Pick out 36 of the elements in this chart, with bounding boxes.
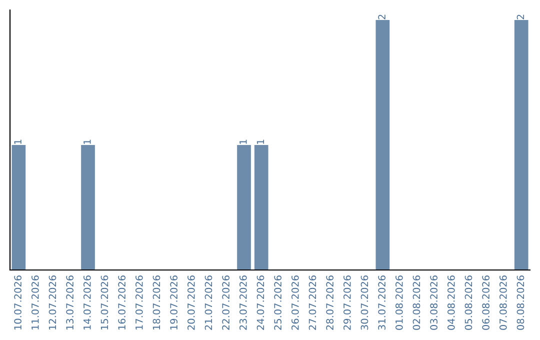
x-tick-label: 02.08.2026 xyxy=(412,275,420,330)
x-tick-label: 25.07.2026 xyxy=(274,275,282,330)
x-tick-label: 21.07.2026 xyxy=(204,275,212,330)
x-tick-label: 01.08.2026 xyxy=(395,275,403,330)
data-label: 2 xyxy=(516,14,524,20)
x-tick-label: 31.07.2026 xyxy=(378,275,386,330)
data-label: 1 xyxy=(14,140,22,144)
x-tick-label: 26.07.2026 xyxy=(291,275,299,330)
x-tick-label: 13.07.2026 xyxy=(66,275,74,330)
x-tick-label: 16.07.2026 xyxy=(118,275,126,330)
x-tick-label: 05.08.2026 xyxy=(464,275,472,330)
x-tick-label: 30.07.2026 xyxy=(360,275,368,330)
x-tick-label: 04.08.2026 xyxy=(447,275,455,330)
x-tick-label: 11.07.2026 xyxy=(31,275,39,330)
x-tick-label: 24.07.2026 xyxy=(256,275,264,330)
data-label: 1 xyxy=(256,140,264,144)
x-tick-label: 15.07.2026 xyxy=(100,275,108,330)
data-label: 1 xyxy=(240,140,247,144)
x-tick-label: 29.07.2026 xyxy=(343,275,351,330)
data-label: 1 xyxy=(84,140,91,144)
x-tick-label: 28.07.2026 xyxy=(326,275,334,330)
x-tick-label: 27.07.2026 xyxy=(308,275,316,330)
x-tick-label: 08.08.2026 xyxy=(516,275,524,330)
x-tick-label: 03.08.2026 xyxy=(430,275,438,330)
x-tick-label: 18.07.2026 xyxy=(152,275,160,330)
x-tick-label: 20.07.2026 xyxy=(187,275,195,330)
data-label: 2 xyxy=(378,14,386,20)
x-tick-label: 06.08.2026 xyxy=(482,275,490,330)
x-tick-label: 12.07.2026 xyxy=(48,275,56,330)
x-tick-label: 19.07.2026 xyxy=(170,275,178,330)
x-tick-label: 14.07.2026 xyxy=(83,275,91,330)
x-tick-label: 17.07.2026 xyxy=(135,275,143,330)
x-tick-label: 10.07.2026 xyxy=(14,275,22,330)
x-tick-label: 22.07.2026 xyxy=(222,275,230,330)
x-tick-label: 23.07.2026 xyxy=(239,275,247,330)
x-tick-label: 07.08.2026 xyxy=(499,275,507,330)
